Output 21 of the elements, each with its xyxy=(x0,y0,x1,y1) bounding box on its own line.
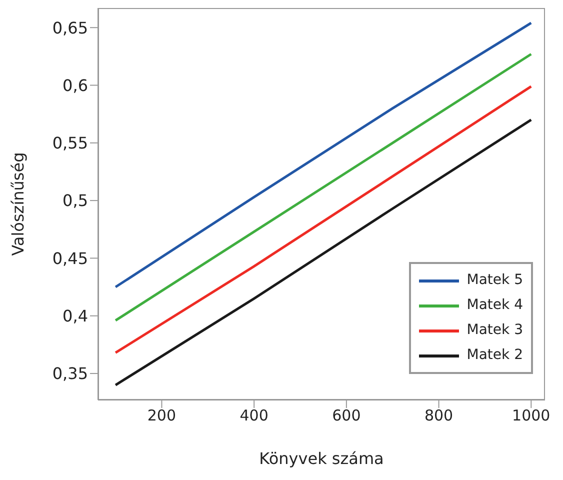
line-series xyxy=(114,118,532,386)
line-series xyxy=(114,52,532,322)
x-tick-label: 200 xyxy=(147,406,176,425)
x-tick-label: 600 xyxy=(332,406,361,425)
line-series xyxy=(114,22,532,288)
y-tick-label: 0,65 xyxy=(52,18,88,38)
x-tick-label: 1000 xyxy=(512,406,550,425)
x-tick-label: 400 xyxy=(240,406,268,425)
y-tick-label: 0,35 xyxy=(52,364,88,384)
y-tick-label: 0,4 xyxy=(62,306,88,326)
y-tick-label: 0,45 xyxy=(52,248,88,268)
y-axis-title: Valószínűség xyxy=(8,152,28,256)
legend-label: Matek 2 xyxy=(466,346,523,365)
legend-label: Matek 5 xyxy=(466,271,523,290)
y-tick-label: 0,5 xyxy=(62,191,88,210)
y-tick-label: 0,55 xyxy=(52,134,88,153)
x-tick-label: 800 xyxy=(424,406,454,425)
legend-label: Matek 3 xyxy=(466,321,523,340)
x-axis-title: Könyvek száma xyxy=(259,449,384,468)
y-tick-label: 0,6 xyxy=(62,76,88,95)
legend-label: Matek 4 xyxy=(466,296,523,315)
